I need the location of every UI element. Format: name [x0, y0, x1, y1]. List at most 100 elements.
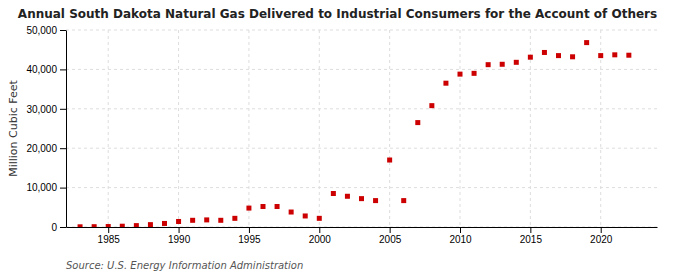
grid-line	[460, 30, 461, 227]
point	[92, 224, 97, 227]
tick-mark	[390, 227, 391, 233]
tick: 2000	[309, 227, 332, 245]
tick-label: 50,000	[26, 25, 57, 36]
tick-label: 0	[51, 222, 57, 233]
points	[78, 40, 632, 227]
point	[458, 72, 463, 77]
point	[78, 224, 83, 227]
tick: 0	[51, 222, 66, 233]
tick: 2005	[379, 227, 402, 245]
tick: 20,000	[26, 143, 66, 154]
tick-label: 2005	[379, 234, 402, 245]
tick: 40,000	[26, 64, 66, 75]
annotation: Source: U.S. Energy Information Administ…	[66, 260, 303, 271]
point	[317, 216, 322, 221]
grid-line	[178, 30, 179, 227]
point	[612, 52, 617, 57]
point	[514, 60, 519, 65]
point	[190, 218, 195, 223]
tick-label: 20,000	[26, 143, 57, 154]
plot-area: 1985 1990 1995 2000 2005 2010 2015 2020 0 10,000 2…	[26, 25, 657, 245]
tick-mark	[60, 188, 66, 189]
point	[289, 210, 294, 215]
tick-mark	[179, 227, 180, 233]
point	[528, 55, 533, 60]
tick-mark	[530, 227, 531, 233]
tick-label: 2000	[309, 234, 332, 245]
y-axis: 0 10,000 20,000 30,000 40,000 50,000	[26, 25, 66, 233]
point	[598, 53, 603, 58]
point	[218, 218, 223, 223]
point	[261, 204, 266, 209]
axis-line	[66, 31, 67, 228]
point	[443, 81, 448, 86]
grid-line	[66, 227, 657, 228]
point	[429, 103, 434, 108]
point	[570, 54, 575, 59]
point	[500, 62, 505, 67]
tick: 2020	[590, 227, 613, 245]
point	[359, 196, 364, 201]
tick: 1995	[238, 227, 261, 245]
point	[415, 120, 420, 125]
tick: 10,000	[26, 182, 66, 193]
grid	[66, 30, 657, 227]
tick-label: 1985	[98, 234, 121, 245]
grid-line	[600, 30, 601, 227]
tick-label: 30,000	[26, 104, 57, 115]
point	[303, 213, 308, 218]
tick-mark	[60, 148, 66, 149]
chart: 1985 1990 1995 2000 2005 2010 2015 2020 0 10,000 2…	[0, 0, 675, 275]
point	[345, 194, 350, 199]
point	[232, 216, 237, 221]
point	[204, 217, 209, 222]
grid-line	[66, 148, 657, 149]
grid-line	[319, 30, 320, 227]
grid-line	[66, 30, 657, 31]
tick-label: 1990	[168, 234, 191, 245]
point	[401, 198, 406, 203]
point	[134, 223, 139, 227]
tick-mark	[108, 227, 109, 233]
tick-mark	[60, 30, 66, 31]
tick-label: 2020	[590, 234, 613, 245]
tick: 2015	[520, 227, 543, 245]
point	[148, 222, 153, 227]
point	[486, 62, 491, 67]
point	[542, 50, 547, 55]
point	[584, 40, 589, 45]
tick-label: 40,000	[26, 64, 57, 75]
tick-mark	[249, 227, 250, 233]
tick-label: 2010	[449, 234, 472, 245]
tick: 1985	[98, 227, 121, 245]
x-axis: 1985 1990 1995 2000 2005 2010 2015 2020	[67, 227, 658, 245]
point	[472, 71, 477, 76]
point	[275, 204, 280, 209]
point	[246, 206, 251, 211]
point	[556, 53, 561, 58]
tick-mark	[60, 69, 66, 70]
grid-line	[389, 30, 390, 227]
tick: 30,000	[26, 104, 66, 115]
grid-line	[248, 30, 249, 227]
grid-line	[108, 30, 109, 227]
axis-line	[67, 227, 658, 228]
point	[106, 224, 111, 227]
point	[331, 191, 336, 196]
title: Annual South Dakota Natural Gas Delivere…	[18, 7, 657, 21]
tick: 1990	[168, 227, 191, 245]
point	[162, 221, 167, 226]
point	[373, 198, 378, 203]
point	[176, 219, 181, 224]
tick-label: 2015	[520, 234, 543, 245]
tick-mark	[460, 227, 461, 233]
tick: 50,000	[26, 25, 66, 36]
tick-mark	[319, 227, 320, 233]
tick: 2010	[449, 227, 472, 245]
point	[120, 224, 125, 227]
grid-line	[66, 108, 657, 109]
point	[387, 158, 392, 163]
grid-line	[66, 187, 657, 188]
tick-label: 1995	[238, 234, 261, 245]
tick-mark	[601, 227, 602, 233]
